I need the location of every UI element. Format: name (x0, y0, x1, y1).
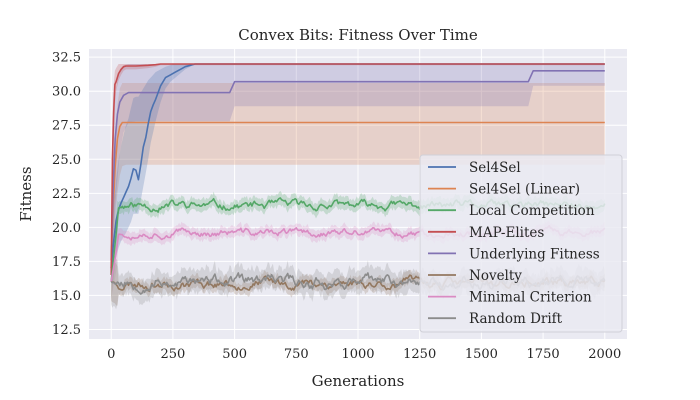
legend-label-random-drift: Random Drift (469, 311, 563, 327)
y-axis-ticks: 12.5 15.0 17.5 20.0 22.5 25.0 27.5 30.0 32.5 (52, 51, 81, 338)
x-tick-label: 750 (284, 347, 309, 362)
x-tick-label: 0 (107, 347, 115, 362)
x-tick-label: 1500 (465, 347, 498, 362)
legend-label-novelty: Novelty (469, 268, 522, 284)
x-tick-label: 1750 (527, 347, 560, 362)
legend-label-sel4sel-linear: Sel4Sel (Linear) (469, 182, 580, 198)
line-map-elites (110, 63, 605, 276)
x-axis-label: Generations (312, 372, 405, 390)
y-axis-label: Fitness (17, 166, 35, 221)
legend: Sel4Sel Sel4Sel (Linear) Local Competition… (419, 154, 623, 333)
legend-label-map-elites: MAP-Elites (469, 225, 544, 241)
x-tick-label: 250 (160, 347, 185, 362)
legend-label-sel4sel: Sel4Sel (469, 160, 521, 176)
y-tick-label: 17.5 (52, 255, 81, 270)
y-tick-label: 12.5 (52, 323, 81, 338)
legend-box (419, 154, 623, 333)
x-axis-ticks: 0 250 500 750 1000 1250 1500 1750 2000 (107, 347, 621, 362)
chart-title: Convex Bits: Fitness Over Time (238, 26, 478, 44)
x-tick-label: 1000 (341, 347, 374, 362)
y-tick-label: 27.5 (52, 119, 81, 134)
series-lines (110, 63, 606, 295)
band-sel4sel-linear (111, 83, 605, 269)
y-tick-label: 20.0 (52, 221, 81, 236)
y-tick-label: 32.5 (52, 51, 81, 66)
y-tick-label: 25.0 (52, 153, 81, 168)
legend-label-underlying-fitness: Underlying Fitness (469, 246, 600, 262)
x-tick-label: 1250 (403, 347, 436, 362)
y-tick-label: 15.0 (52, 289, 81, 304)
line-sel4sel (110, 63, 605, 269)
y-tick-label: 30.0 (52, 85, 81, 100)
x-tick-label: 2000 (588, 347, 621, 362)
y-tick-label: 22.5 (52, 187, 81, 202)
line-underlying-fitness (110, 70, 605, 269)
legend-label-minimal-criterion: Minimal Criterion (469, 290, 592, 306)
x-tick-label: 500 (222, 347, 247, 362)
legend-label-local-competition: Local Competition (469, 203, 595, 219)
